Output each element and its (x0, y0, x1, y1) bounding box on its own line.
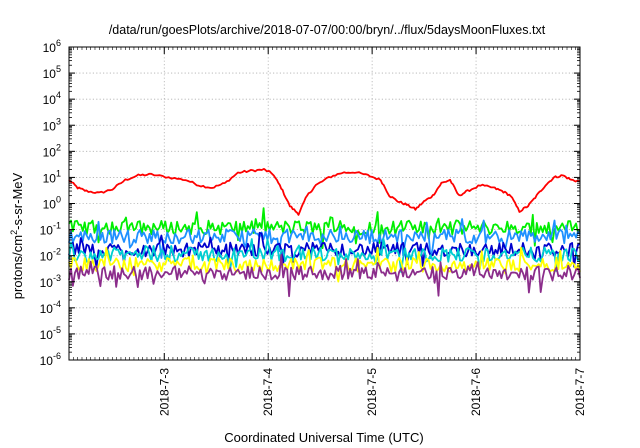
y-tick-label: 10-5 (40, 325, 61, 342)
y-tick-base: 10 (40, 224, 54, 238)
y-tick-exponent: 5 (56, 64, 61, 74)
y-tick-label: 105 (43, 64, 61, 81)
series-layer (68, 168, 581, 298)
y-tick-base: 10 (40, 302, 54, 316)
x-tick-labels: 2018-7-3 2018-7-4 2018-7-5 2018-7-6 2018-7-7 (157, 368, 587, 416)
series-line-6 (68, 254, 581, 298)
y-tick-exponent: -5 (53, 325, 61, 335)
y-axis-label: protons/cm2-s-sr-MeV (9, 172, 25, 299)
y-axis-label-rest: -s-sr-MeV (10, 172, 25, 229)
series-line-5 (68, 246, 581, 283)
y-tick-label: 10-6 (40, 351, 61, 368)
y-tick-label: 10-3 (40, 273, 61, 290)
series-line-1 (68, 207, 581, 250)
grid-lines (69, 47, 580, 360)
y-tick-exponent: -6 (53, 351, 61, 361)
series-line-4 (68, 238, 581, 273)
y-tick-exponent: -4 (53, 299, 61, 309)
y-tick-exponent: -2 (53, 247, 61, 257)
y-tick-label: 104 (43, 90, 61, 107)
y-tick-base: 10 (43, 119, 57, 133)
x-tick-label: 2018-7-3 (157, 368, 171, 416)
y-tick-base: 10 (43, 145, 57, 159)
x-axis-label: Coordinated Universal Time (UTC) (224, 430, 423, 445)
y-tick-base: 10 (43, 41, 57, 55)
y-tick-exponent: 2 (56, 142, 61, 152)
y-axis-label-sup: 2 (9, 230, 19, 235)
y-axis-label-base: protons/cm (10, 235, 25, 299)
y-tick-label: 10-4 (40, 299, 61, 316)
axis-ticks (68, 46, 581, 361)
y-tick-base: 10 (40, 354, 54, 368)
chart-title: /data/run/goesPlots/archive/2018-07-07/0… (109, 23, 546, 37)
y-tick-base: 10 (43, 67, 57, 81)
y-tick-base: 10 (40, 276, 54, 290)
y-tick-label: 10-2 (40, 247, 61, 264)
x-tick-label: 2018-7-6 (469, 368, 483, 416)
y-tick-exponent: -3 (53, 273, 61, 283)
y-tick-label: 103 (43, 116, 61, 133)
x-tick-label: 2018-7-4 (261, 368, 275, 416)
series-line-3 (68, 231, 581, 269)
x-tick-label: 2018-7-5 (365, 368, 379, 416)
y-tick-exponent: -1 (53, 221, 61, 231)
y-tick-labels: 10-610-510-410-310-210-11001011021031041… (40, 38, 61, 368)
y-tick-exponent: 6 (56, 38, 61, 48)
y-tick-base: 10 (40, 250, 54, 264)
y-tick-base: 10 (40, 328, 54, 342)
y-tick-label: 102 (43, 142, 61, 159)
series-line-0 (68, 168, 581, 216)
series-line-2 (68, 218, 581, 260)
y-tick-label: 101 (43, 168, 61, 185)
y-tick-label: 106 (43, 38, 61, 55)
y-tick-exponent: 0 (56, 195, 61, 205)
y-tick-label: 10-1 (40, 221, 61, 238)
y-tick-exponent: 4 (56, 90, 61, 100)
y-tick-exponent: 1 (56, 168, 61, 178)
x-tick-label: 2018-7-7 (573, 368, 587, 416)
y-tick-exponent: 3 (56, 116, 61, 126)
y-tick-base: 10 (43, 198, 57, 212)
y-tick-base: 10 (43, 93, 57, 107)
y-tick-label: 100 (43, 195, 61, 212)
y-tick-base: 10 (43, 171, 57, 185)
